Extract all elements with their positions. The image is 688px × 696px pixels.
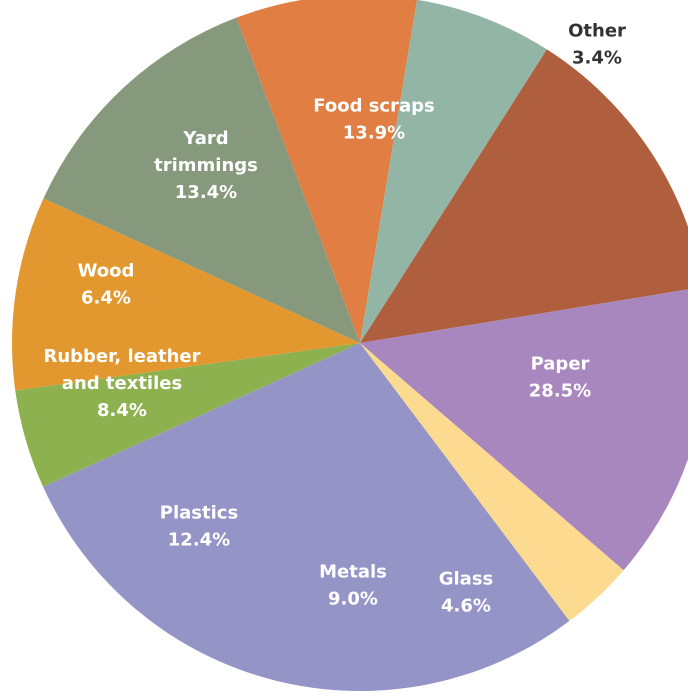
slice-value-label: 13.9% [343,123,405,144]
slice-name-label: Metals [319,562,387,583]
pie-slice-glass [15,343,360,487]
slice-value-label: 9.0% [328,589,378,610]
slice-name-label: Paper [531,354,590,375]
slice-name-label: Wood [78,261,135,282]
pie-slices [11,0,688,692]
pie-slice-plastics [43,17,360,344]
pie-slice-yard-trimmings [360,49,688,343]
pie-slice-wood [360,0,547,343]
slice-value-label: 4.6% [441,596,491,617]
slice-value-label: 6.4% [81,288,131,309]
slice-name-label: Plastics [160,503,238,524]
slice-name-label: Other [568,21,626,42]
pie-slice-food-scraps [360,289,688,571]
slice-name-label: Food scraps [313,96,434,117]
slice-value-label: 8.4% [97,400,147,421]
slice-value-label: 12.4% [168,530,230,551]
pie-slice-metals [11,198,361,391]
slice-name-label: Yard [182,128,228,149]
slice-name-label: trimmings [154,155,258,176]
pie-slice-other [360,343,624,621]
slice-value-label: 28.5% [529,381,591,402]
pie-labels: Paper 28.5% Glass 4.6% Metals 9.0% Plastics 12.… [43,21,626,617]
slice-value-label: 3.4% [572,48,622,69]
slice-name-label: and textiles [62,373,182,394]
pie-slice-paper [43,343,570,692]
pie-slice-rubber-leather-and-textiles [236,0,418,343]
slice-name-label: Glass [439,569,494,590]
slice-value-label: 13.4% [175,182,237,203]
slice-name-label: Rubber, leather [43,346,200,367]
